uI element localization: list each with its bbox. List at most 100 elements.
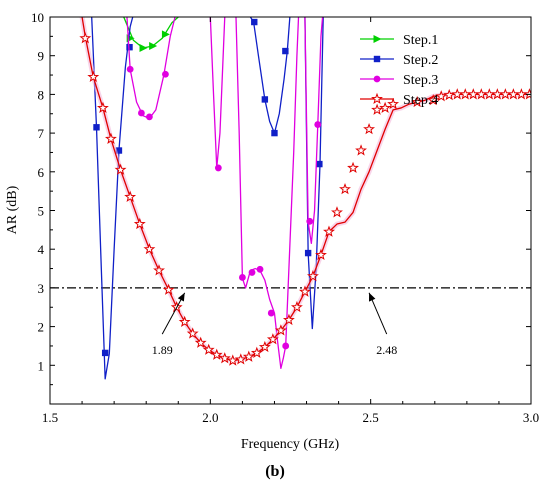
data-point bbox=[202, 343, 215, 355]
y-tick-label: 2 bbox=[38, 320, 45, 335]
data-point bbox=[491, 88, 504, 100]
data-point bbox=[363, 122, 375, 135]
y-tick-label: 3 bbox=[38, 281, 45, 296]
y-axis-title: AR (dB) bbox=[5, 185, 20, 234]
data-point bbox=[87, 70, 100, 83]
data-point bbox=[267, 309, 275, 317]
data-point bbox=[214, 164, 222, 172]
data-point bbox=[507, 88, 520, 100]
data-point bbox=[194, 336, 207, 348]
y-tick-label: 4 bbox=[38, 242, 45, 257]
subfigure-label: (b) bbox=[265, 463, 285, 480]
data-point bbox=[242, 350, 255, 362]
series-line bbox=[81, 17, 531, 362]
legend-swatch-marker bbox=[373, 35, 382, 43]
annotation-arrow-head bbox=[369, 292, 376, 302]
data-point bbox=[323, 225, 335, 237]
data-point bbox=[143, 242, 156, 255]
series-line bbox=[304, 17, 324, 245]
data-point bbox=[104, 132, 117, 144]
x-tick-label: 2.0 bbox=[202, 410, 218, 425]
y-tick-label: 9 bbox=[38, 49, 45, 64]
legend-label: Step.2 bbox=[403, 53, 438, 68]
data-point bbox=[331, 206, 343, 218]
data-point bbox=[282, 342, 290, 350]
data-point bbox=[149, 42, 158, 51]
series-line bbox=[126, 17, 176, 120]
data-point bbox=[443, 88, 456, 101]
data-point bbox=[467, 88, 480, 100]
series-step-3 bbox=[126, 17, 324, 370]
series-line bbox=[209, 17, 226, 169]
data-point bbox=[79, 32, 92, 44]
x-axis-title: Frequency (GHz) bbox=[241, 437, 340, 452]
data-point bbox=[226, 354, 239, 366]
x-tick-label: 2.5 bbox=[363, 410, 379, 425]
y-tick-label: 5 bbox=[38, 204, 45, 219]
y-tick-label: 6 bbox=[38, 165, 45, 180]
legend-swatch-marker bbox=[373, 55, 381, 63]
data-point bbox=[133, 217, 146, 230]
data-point bbox=[239, 274, 246, 281]
legend-item: Step.1 bbox=[360, 33, 438, 48]
data-point bbox=[274, 324, 287, 336]
data-point bbox=[162, 70, 169, 78]
data-point bbox=[483, 88, 496, 100]
x-tick-label: 1.5 bbox=[42, 410, 58, 425]
series-line bbox=[249, 17, 291, 134]
data-point bbox=[124, 190, 137, 203]
legend-label: Step.3 bbox=[403, 73, 438, 88]
data-point bbox=[210, 348, 223, 360]
data-point bbox=[282, 47, 289, 55]
data-point bbox=[126, 43, 133, 51]
data-point bbox=[371, 103, 384, 115]
data-point bbox=[347, 161, 359, 173]
legend-label: Step.1 bbox=[403, 33, 438, 48]
data-point bbox=[306, 217, 314, 225]
data-point bbox=[153, 264, 165, 276]
data-point bbox=[304, 249, 312, 257]
data-point bbox=[126, 65, 134, 73]
data-point bbox=[314, 121, 322, 128]
data-point bbox=[139, 43, 148, 52]
x-tick-label: 3.0 bbox=[523, 410, 539, 425]
data-point bbox=[218, 352, 231, 364]
data-point bbox=[114, 163, 127, 175]
annotation-label: 1.89 bbox=[152, 343, 173, 357]
y-tick-label: 8 bbox=[38, 87, 45, 102]
data-point bbox=[427, 93, 440, 106]
data-point bbox=[161, 30, 170, 39]
data-point bbox=[271, 129, 278, 137]
series-step-4 bbox=[79, 17, 531, 366]
data-point bbox=[459, 88, 472, 100]
data-point bbox=[379, 101, 392, 114]
data-point bbox=[298, 285, 311, 297]
data-point bbox=[93, 124, 100, 131]
data-point bbox=[307, 270, 319, 282]
data-point bbox=[146, 113, 153, 121]
data-point bbox=[355, 144, 367, 156]
data-point bbox=[258, 340, 271, 353]
data-point bbox=[451, 88, 464, 100]
annotation-label: 2.48 bbox=[376, 343, 397, 357]
legend-item: Step.4 bbox=[360, 92, 438, 108]
data-point bbox=[251, 18, 258, 26]
axis-ticks: 1.5 2.0 2.5 3.0 1 2 3 4 5 6 7 8 9 10 bbox=[31, 10, 539, 425]
series-line bbox=[91, 17, 134, 380]
data-point bbox=[234, 353, 247, 365]
data-point bbox=[96, 101, 109, 114]
data-point bbox=[178, 315, 191, 328]
data-point bbox=[137, 109, 145, 117]
legend-label: Step.4 bbox=[403, 93, 438, 108]
data-point bbox=[282, 313, 295, 326]
data-point bbox=[115, 147, 123, 154]
legend-swatch-marker bbox=[373, 75, 381, 83]
data-point bbox=[475, 88, 488, 100]
legend-item: Step.2 bbox=[360, 53, 438, 68]
data-point bbox=[162, 283, 175, 295]
annotation-arrow-head bbox=[177, 292, 185, 302]
data-point bbox=[248, 269, 256, 276]
data-point bbox=[316, 160, 323, 168]
data-point bbox=[266, 333, 279, 345]
